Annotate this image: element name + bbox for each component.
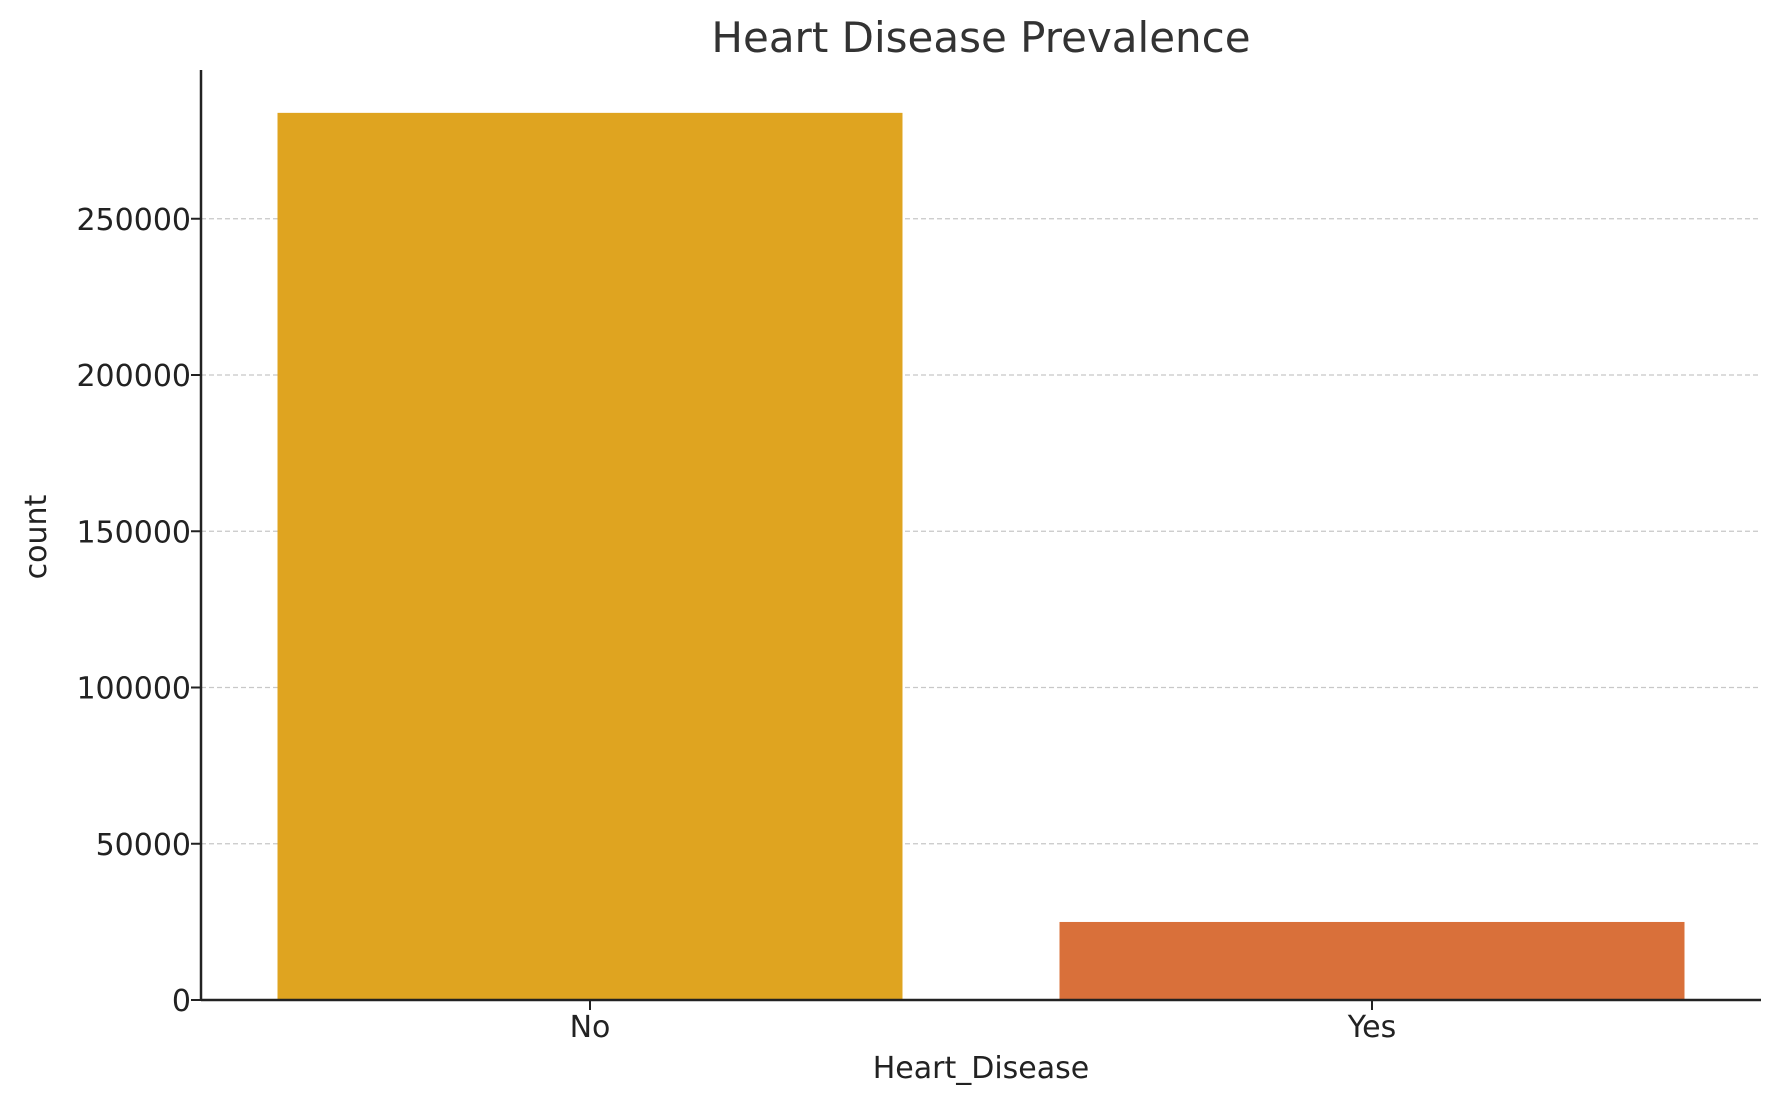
y-tick-label: 150000 xyxy=(76,515,191,550)
x-tick-label-yes: Yes xyxy=(1347,1010,1396,1045)
y-tick-label: 100000 xyxy=(76,672,191,707)
y-tick-label: 250000 xyxy=(76,203,191,238)
x-axis-label: Heart_Disease xyxy=(873,1051,1090,1086)
y-tick-label: 50000 xyxy=(96,828,191,863)
y-tick-label: 0 xyxy=(172,984,191,1019)
y-axis-label: count xyxy=(19,494,54,579)
y-ticks: 0 50000 100000 150000 200000 250000 xyxy=(76,203,201,1019)
bar-yes xyxy=(1059,921,1685,1000)
axes-layer xyxy=(199,70,1761,1002)
x-ticks: No Yes xyxy=(570,1000,1396,1045)
bars-layer xyxy=(277,112,1685,1001)
x-tick-label-no: No xyxy=(570,1010,611,1045)
chart-title: Heart Disease Prevalence xyxy=(711,13,1250,62)
y-tick-label: 200000 xyxy=(76,359,191,394)
bar-no xyxy=(277,112,903,1001)
